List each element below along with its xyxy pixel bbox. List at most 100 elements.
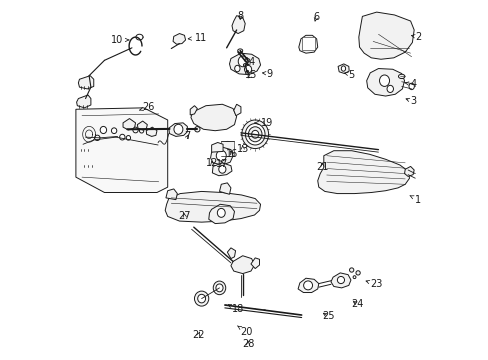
Ellipse shape <box>355 271 360 275</box>
Polygon shape <box>298 278 318 293</box>
Polygon shape <box>221 141 233 156</box>
Ellipse shape <box>111 128 117 134</box>
Text: 17: 17 <box>216 159 228 169</box>
Polygon shape <box>233 104 241 116</box>
Polygon shape <box>146 127 157 136</box>
Ellipse shape <box>197 294 205 303</box>
Ellipse shape <box>349 268 353 272</box>
Ellipse shape <box>174 124 183 134</box>
Text: 8: 8 <box>237 11 243 21</box>
Ellipse shape <box>218 165 225 173</box>
Text: 25: 25 <box>322 311 334 321</box>
Polygon shape <box>190 104 236 131</box>
Text: 1: 1 <box>409 195 421 204</box>
Ellipse shape <box>379 75 389 86</box>
Polygon shape <box>317 151 408 194</box>
Polygon shape <box>231 16 244 33</box>
Ellipse shape <box>242 120 268 149</box>
Text: 14: 14 <box>244 57 256 67</box>
Polygon shape <box>165 192 260 222</box>
Text: 20: 20 <box>237 326 252 337</box>
Text: 23: 23 <box>366 279 382 289</box>
Text: 15: 15 <box>244 70 257 80</box>
Ellipse shape <box>194 127 200 132</box>
Ellipse shape <box>244 65 251 73</box>
Ellipse shape <box>245 123 264 145</box>
Text: 3: 3 <box>405 96 416 107</box>
Ellipse shape <box>408 83 413 90</box>
Ellipse shape <box>194 291 208 306</box>
Polygon shape <box>298 35 317 53</box>
Polygon shape <box>250 258 259 269</box>
Text: 18: 18 <box>228 304 244 314</box>
Text: 10: 10 <box>111 35 128 45</box>
Polygon shape <box>358 12 413 59</box>
Polygon shape <box>77 95 91 108</box>
Ellipse shape <box>213 281 225 295</box>
FancyBboxPatch shape <box>301 37 315 50</box>
Ellipse shape <box>126 135 130 140</box>
Text: 24: 24 <box>351 299 363 309</box>
Ellipse shape <box>186 208 191 213</box>
Ellipse shape <box>386 85 393 93</box>
Polygon shape <box>190 106 197 115</box>
Polygon shape <box>227 248 235 258</box>
Polygon shape <box>137 121 147 130</box>
Ellipse shape <box>224 144 231 153</box>
Ellipse shape <box>234 65 240 72</box>
Text: 5: 5 <box>344 69 354 80</box>
Polygon shape <box>337 64 348 73</box>
Ellipse shape <box>217 208 225 217</box>
Ellipse shape <box>238 56 246 67</box>
Polygon shape <box>173 33 185 44</box>
Ellipse shape <box>245 71 248 74</box>
Polygon shape <box>76 108 167 193</box>
Polygon shape <box>211 143 223 152</box>
Polygon shape <box>123 118 135 130</box>
Ellipse shape <box>244 59 249 62</box>
Ellipse shape <box>123 125 131 133</box>
Text: 7: 7 <box>184 131 190 141</box>
Ellipse shape <box>251 130 258 138</box>
Ellipse shape <box>221 141 233 156</box>
Ellipse shape <box>243 64 246 66</box>
Ellipse shape <box>95 135 100 140</box>
Text: 12: 12 <box>205 158 218 168</box>
Polygon shape <box>183 206 194 216</box>
Ellipse shape <box>100 126 106 134</box>
Polygon shape <box>330 273 350 288</box>
Polygon shape <box>78 140 93 152</box>
Polygon shape <box>210 147 233 165</box>
Ellipse shape <box>398 74 404 78</box>
Polygon shape <box>229 53 260 75</box>
Text: 9: 9 <box>262 68 272 78</box>
Text: 27: 27 <box>178 211 190 221</box>
Ellipse shape <box>337 276 344 284</box>
Polygon shape <box>230 256 254 274</box>
Text: 26: 26 <box>140 102 155 112</box>
Ellipse shape <box>216 284 223 292</box>
Ellipse shape <box>352 276 355 279</box>
Ellipse shape <box>216 150 226 161</box>
Text: 2: 2 <box>410 32 421 42</box>
Polygon shape <box>366 68 404 96</box>
Ellipse shape <box>237 49 242 53</box>
Polygon shape <box>81 155 96 167</box>
Polygon shape <box>165 189 177 200</box>
Ellipse shape <box>120 134 125 140</box>
Ellipse shape <box>139 129 143 133</box>
Text: 28: 28 <box>242 339 254 349</box>
Ellipse shape <box>303 281 312 290</box>
Ellipse shape <box>133 127 138 133</box>
Ellipse shape <box>341 66 345 71</box>
Text: 22: 22 <box>191 330 204 341</box>
Text: 11: 11 <box>188 33 206 43</box>
Polygon shape <box>404 166 413 176</box>
Polygon shape <box>168 123 187 136</box>
Polygon shape <box>208 204 234 224</box>
Text: 21: 21 <box>316 162 328 172</box>
Text: 13: 13 <box>236 144 248 154</box>
Ellipse shape <box>248 127 262 142</box>
Text: 16: 16 <box>225 149 238 159</box>
Polygon shape <box>219 183 230 194</box>
